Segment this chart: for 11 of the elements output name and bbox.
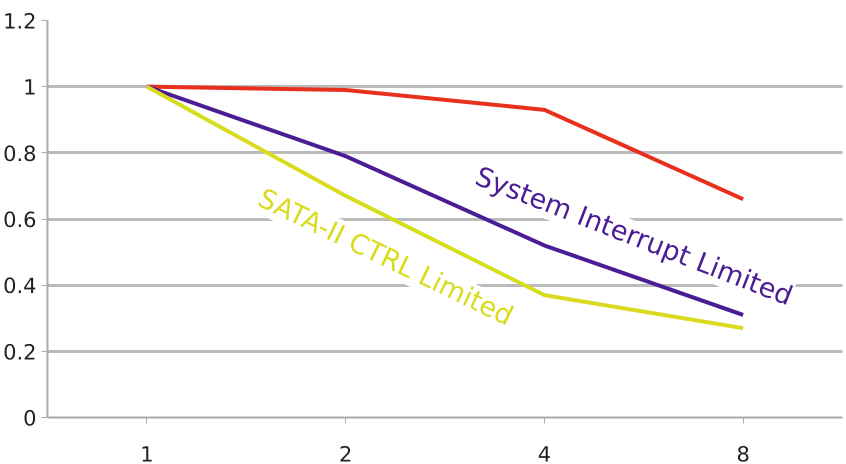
x-tick-label: 4: [538, 442, 552, 464]
y-tick-label: 0.2: [3, 340, 37, 364]
y-tick-label: 0.4: [3, 274, 37, 298]
x-tick-label: 8: [736, 442, 750, 464]
y-tick-label: 1: [23, 76, 37, 100]
y-tick-label: 0: [23, 406, 37, 430]
y-tick-label: 1.2: [3, 10, 37, 34]
y-tick-label: 0.6: [3, 208, 37, 232]
y-tick-label: 0.8: [3, 142, 37, 166]
x-tick-label: 1: [140, 442, 154, 464]
x-tick-label: 2: [338, 442, 352, 464]
